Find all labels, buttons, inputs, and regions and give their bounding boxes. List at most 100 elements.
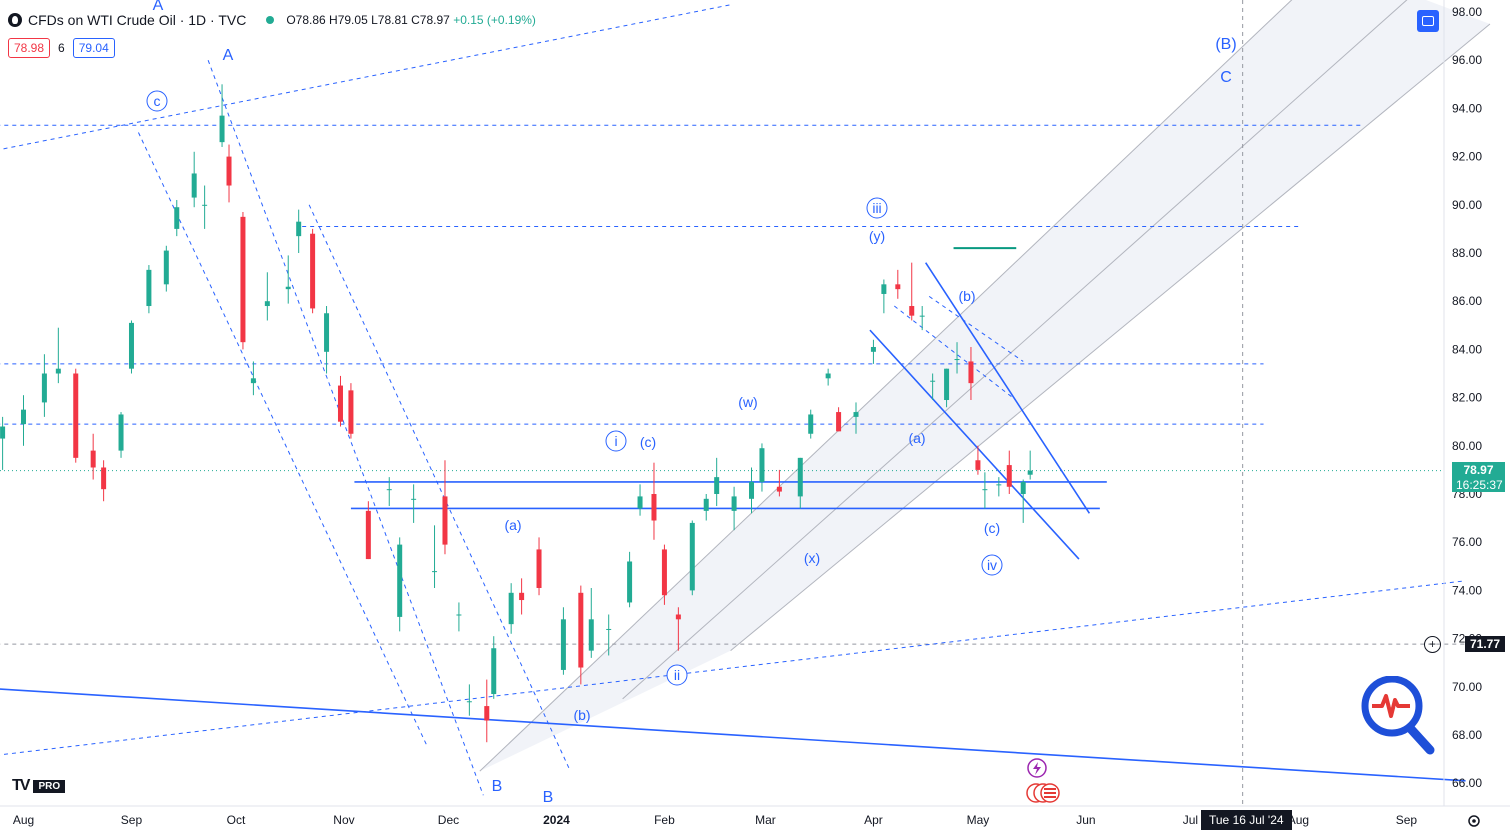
tradingview-logo[interactable]: TV PRO — [12, 777, 66, 795]
candle — [296, 209, 302, 253]
wave-label: B — [543, 789, 554, 806]
candle — [386, 477, 392, 507]
wave-label: (a) — [504, 517, 521, 533]
candle — [606, 614, 612, 656]
wave-label: (w) — [738, 394, 757, 410]
candle — [411, 484, 417, 523]
candle — [163, 245, 169, 292]
candle — [797, 457, 803, 509]
screenshot-icon[interactable] — [1417, 10, 1439, 32]
candle-body — [55, 368, 61, 374]
candle — [226, 144, 232, 203]
wave-label: (a) — [908, 430, 925, 446]
wave-label: c — [154, 93, 161, 109]
time-tick-label: Jun — [1076, 813, 1095, 827]
candle-body — [808, 414, 814, 434]
events-icons[interactable] — [1026, 758, 1066, 808]
price-tick-label: 66.00 — [1452, 776, 1482, 790]
symbol-header: CFDs on WTI Crude Oil · 1D · TVC O78.86 … — [8, 12, 536, 28]
candle-body — [1027, 470, 1033, 475]
candle — [397, 537, 403, 632]
price-tick-label: 74.00 — [1452, 583, 1482, 597]
price-tick-label: 86.00 — [1452, 294, 1482, 308]
candle-body — [146, 269, 152, 307]
candle-body — [703, 498, 709, 511]
candle-body — [909, 306, 915, 316]
time-tick-label: Sep — [1396, 813, 1418, 827]
wave-label: ii — [674, 667, 680, 683]
candle — [651, 462, 657, 540]
open-value: O78.86 — [286, 13, 326, 27]
candle-body — [310, 233, 316, 309]
candle-body — [250, 378, 256, 384]
dashed-trend-line — [207, 60, 484, 796]
pitchfork-line — [622, 0, 1408, 700]
candle — [982, 472, 988, 509]
wave-labels: Ac A B B (a) (b) i (c) ii (w) (x) iii (y) (a) (b) (c) iv… — [146, 0, 1237, 806]
wave-label: i — [614, 433, 617, 449]
candle — [128, 320, 134, 374]
candle-body — [560, 619, 566, 670]
price-axis[interactable]: 98.00 96.00 94.00 92.00 90.00 88.00 86.00 84.00… — [1452, 5, 1482, 790]
candle-body — [0, 426, 6, 439]
sell-price-button[interactable]: 78.98 — [8, 38, 51, 58]
candle-body — [749, 481, 755, 499]
solid-trend-line — [925, 262, 1091, 514]
plus-circle-icon[interactable]: + — [1424, 636, 1441, 653]
candle — [588, 587, 594, 658]
candle — [661, 544, 667, 605]
gear-icon[interactable] — [1468, 815, 1480, 827]
candle — [1020, 479, 1026, 523]
dashed-trend-line — [0, 580, 1466, 756]
candle-body — [982, 489, 988, 491]
solid-trend-line — [869, 329, 1080, 560]
candle — [536, 537, 542, 596]
candle-body — [1006, 465, 1012, 487]
candle-body — [442, 496, 448, 545]
candle — [627, 551, 633, 608]
candle — [909, 262, 915, 321]
time-tick-label: Nov — [333, 813, 354, 827]
time-tick-label: 2024 — [543, 813, 570, 827]
candle — [1006, 450, 1012, 494]
candle — [202, 185, 208, 229]
candle — [240, 212, 246, 350]
buy-price-button[interactable]: 79.04 — [72, 38, 115, 58]
candle-body — [661, 549, 667, 596]
candle — [146, 265, 152, 314]
candle-body — [90, 450, 96, 468]
candle — [1027, 450, 1033, 480]
candle-body — [118, 414, 124, 451]
pitchfork-channel-fill — [479, 0, 1490, 772]
candle-body — [191, 173, 197, 198]
pitchfork-line — [730, 23, 1491, 652]
candle-body — [637, 496, 643, 509]
candle — [491, 636, 497, 699]
candle-body — [264, 301, 270, 307]
candle — [759, 443, 765, 492]
candle — [442, 460, 448, 555]
candle — [73, 368, 79, 463]
candle-body — [386, 489, 392, 491]
wave-label: (x) — [804, 550, 820, 566]
candle-body — [456, 614, 462, 616]
price-tick-label: 92.00 — [1452, 150, 1482, 164]
candle — [930, 373, 936, 401]
candle-body — [836, 412, 842, 432]
candle — [825, 368, 831, 386]
last-price-value: 78.97 — [1463, 463, 1494, 477]
time-axis[interactable]: Aug Sep Oct Nov Dec 2024 Feb Mar Apr May Jun Jul Aug… — [13, 813, 1418, 827]
price-tick-label: 94.00 — [1452, 101, 1482, 115]
candle-body — [348, 390, 354, 434]
symbol-title[interactable]: CFDs on WTI Crude Oil · 1D · TVC — [28, 12, 247, 28]
dashed-trend-line — [137, 132, 429, 748]
candle — [484, 679, 490, 743]
candle — [0, 416, 6, 470]
close-value: C78.97 — [411, 13, 450, 27]
candle-body — [432, 571, 438, 573]
time-tick-label: Dec — [438, 813, 459, 827]
wave-label-circle — [666, 664, 688, 686]
last-price-tag: 78.97 16:25:37 — [1452, 462, 1505, 492]
candle-body — [968, 361, 974, 384]
